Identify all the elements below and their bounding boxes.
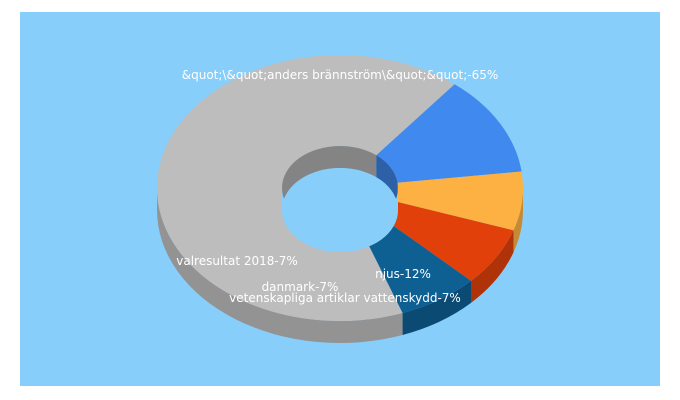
slice-side-2 bbox=[513, 188, 524, 253]
slice-4[interactable] bbox=[359, 217, 472, 313]
slice-inner-wall-0 bbox=[282, 146, 377, 210]
slice-side-0 bbox=[157, 188, 403, 344]
slice-label-4: valresultat 2018-7% bbox=[176, 254, 298, 268]
slice-label-2: vetenskapliga artiklar vattenskydd-7% bbox=[229, 291, 461, 305]
slice-inner-wall-1 bbox=[376, 155, 398, 205]
slice-label-3: danmark-7% bbox=[262, 280, 339, 294]
slice-label-1: njus-12% bbox=[375, 267, 431, 281]
donut-tops bbox=[157, 55, 523, 321]
donut-hole-front bbox=[282, 188, 398, 252]
slice-1[interactable] bbox=[376, 84, 522, 183]
slice-3[interactable] bbox=[381, 201, 514, 281]
slice-side-3 bbox=[471, 230, 514, 303]
slice-label-0: &quot;\&quot;anders brännström\&quot;&qu… bbox=[182, 68, 499, 82]
slice-labels: &quot;\&quot;anders brännström\&quot;&qu… bbox=[176, 68, 498, 305]
donut-sides bbox=[157, 188, 524, 344]
slice-0[interactable] bbox=[157, 55, 455, 321]
slice-side-4 bbox=[402, 280, 472, 335]
slice-2[interactable] bbox=[394, 171, 523, 231]
